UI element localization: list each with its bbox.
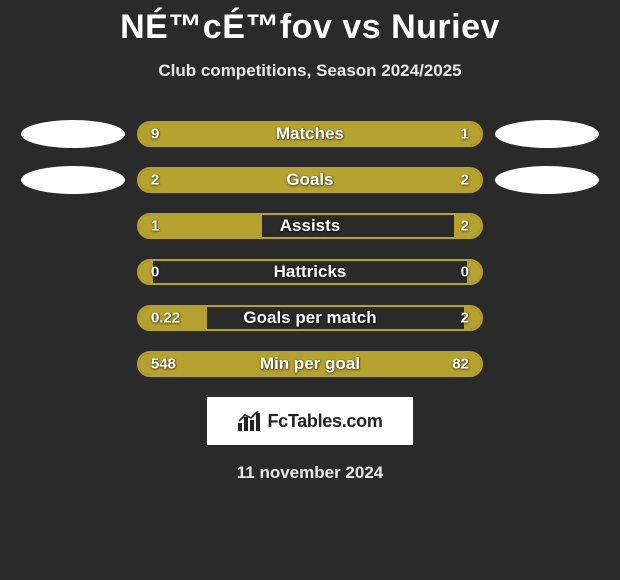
- stat-bar-track: Min per goal54882: [137, 351, 483, 377]
- stat-bar-left: [139, 307, 207, 329]
- stat-bar-track: Goals22: [137, 167, 483, 193]
- snapshot-date: 11 november 2024: [0, 463, 620, 483]
- stat-bar-track: Hattricks00: [137, 259, 483, 285]
- comparison-chart: Matches91 Goals22 Assists12 Hattricks00 Goal…: [0, 121, 620, 377]
- stat-row: Goals per match0.222: [0, 305, 620, 331]
- right-logo-slot: [483, 166, 611, 194]
- stat-bar-right: [454, 215, 481, 237]
- right-logo-slot: [483, 120, 611, 148]
- stat-bar-track: Matches91: [137, 121, 483, 147]
- branding-badge: FcTables.com: [207, 397, 413, 445]
- stat-bar-right: [406, 123, 481, 145]
- stat-bar-left: [139, 123, 406, 145]
- stat-bar-track: Assists12: [137, 213, 483, 239]
- stat-bar-left: [139, 169, 310, 191]
- stat-bar-right: [467, 261, 481, 283]
- team-left-logo-placeholder: [21, 120, 125, 148]
- stat-bar-left: [139, 215, 262, 237]
- stat-bar-left: [139, 353, 406, 375]
- stat-row: Assists12: [0, 213, 620, 239]
- page-subtitle: Club competitions, Season 2024/2025: [0, 61, 620, 81]
- stat-row: Min per goal54882: [0, 351, 620, 377]
- stat-bar-track: Goals per match0.222: [137, 305, 483, 331]
- stat-bar-right: [464, 307, 481, 329]
- team-right-logo-placeholder: [495, 120, 599, 148]
- stat-bar-right: [310, 169, 481, 191]
- left-logo-slot: [9, 166, 137, 194]
- left-logo-slot: [9, 120, 137, 148]
- page-title: NÉ™cÉ™fov vs Nuriev: [0, 0, 620, 47]
- stat-bar-left: [139, 261, 153, 283]
- team-left-logo-placeholder: [21, 166, 125, 194]
- stat-row: Goals22: [0, 167, 620, 193]
- fctables-icon: [237, 411, 261, 431]
- team-right-logo-placeholder: [495, 166, 599, 194]
- stat-row: Hattricks00: [0, 259, 620, 285]
- branding-text: FcTables.com: [267, 411, 382, 432]
- stat-row: Matches91: [0, 121, 620, 147]
- stat-bar-right: [406, 353, 481, 375]
